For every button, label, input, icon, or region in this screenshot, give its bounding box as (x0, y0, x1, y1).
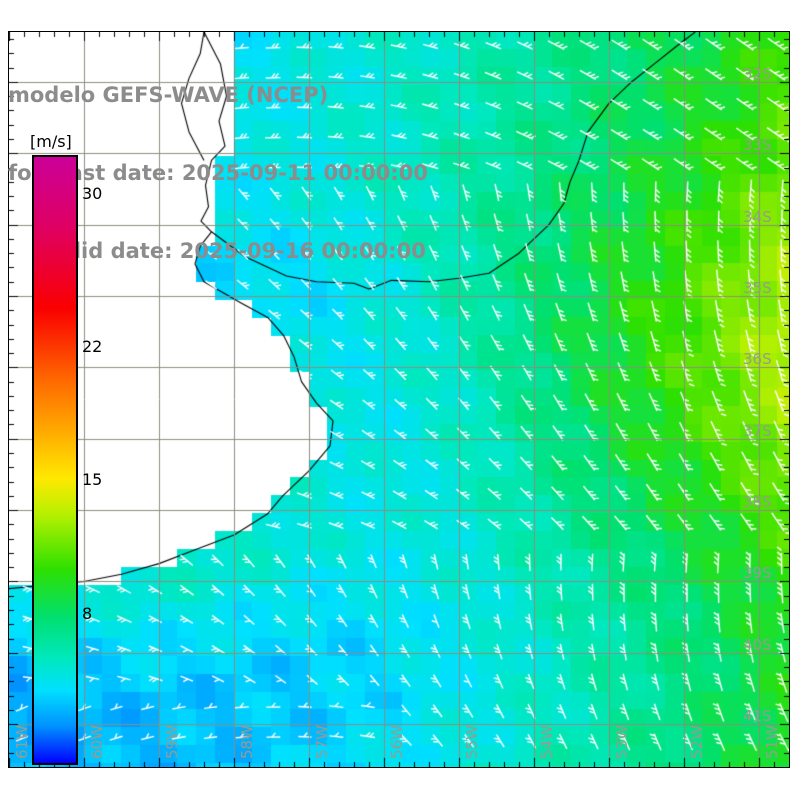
lat-label-33S: 33S (743, 136, 772, 155)
lat-label-39S: 39S (743, 564, 772, 583)
map-plot-area[interactable]: 60W 59W 58W 57W 56W 55W 54W 53W 52W 51W 61W 32S 33S 3… (8, 31, 790, 768)
lon-label-60W: 60W (88, 725, 106, 759)
lon-label-57W: 57W (313, 725, 331, 759)
lon-label-59W: 59W (163, 725, 181, 759)
lat-label-35S: 35S (743, 279, 772, 298)
colorbar-tick-15: 15 (82, 470, 103, 490)
title-valid-date: valid date: 2025-09-16 00:00:00 (46, 239, 426, 263)
map-title: modelo GEFS-WAVE (NCEP) forecast date: 2… (8, 30, 528, 316)
lon-label-54W: 54W (538, 725, 556, 759)
lat-label-38S: 38S (743, 493, 772, 512)
colorbar-tick-30: 30 (82, 184, 103, 204)
colorbar-gradient (32, 155, 78, 765)
colorbar-tick-8: 8 (82, 603, 93, 623)
lon-label-58W: 58W (238, 725, 256, 759)
lon-label-53W: 53W (613, 725, 631, 759)
lat-label-34S: 34S (743, 207, 772, 226)
title-model: modelo GEFS-WAVE (NCEP) (8, 83, 329, 107)
lat-label-36S: 36S (743, 350, 772, 369)
lat-label-40S: 40S (743, 635, 772, 654)
lat-label-41S: 41S (743, 707, 772, 726)
lon-label-55W: 55W (463, 725, 481, 759)
graticule-canvas (9, 32, 789, 767)
lat-label-37S: 37S (743, 421, 772, 440)
colorbar-unit-label: [m/s] (30, 132, 72, 151)
lon-label-56W: 56W (388, 725, 406, 759)
lat-label-32S: 32S (743, 64, 772, 83)
colorbar-tick-22: 22 (82, 336, 103, 356)
lon-label-52W: 52W (688, 725, 706, 759)
colorbar (32, 155, 78, 765)
title-forecast-date: forecast date: 2025-09-11 00:00:00 (8, 161, 428, 185)
lon-label-51W: 51W (763, 725, 781, 759)
lon-label-61W: 61W (13, 725, 31, 759)
